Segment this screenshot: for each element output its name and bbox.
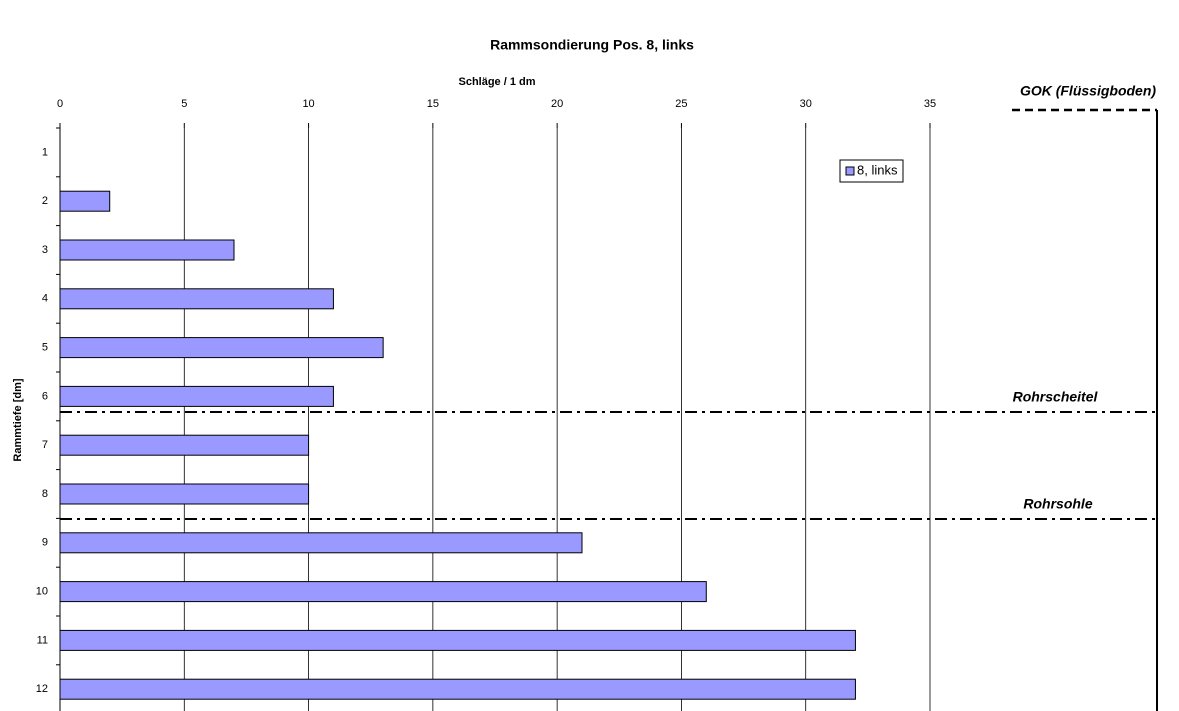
x-tick-label: 30	[800, 98, 812, 110]
y-tick-label: 7	[42, 439, 48, 451]
y-tick-label: 8	[42, 488, 48, 500]
bar	[59, 239, 235, 261]
bar	[59, 190, 111, 212]
bar	[59, 434, 310, 456]
y-tick-label: 5	[42, 342, 48, 354]
y-tick-label: 6	[42, 390, 48, 402]
legend-label: 8, links	[857, 162, 898, 177]
y-tick-label: 9	[42, 537, 48, 549]
x-tick-label: 5	[181, 98, 187, 110]
bar	[59, 385, 334, 407]
bar	[59, 581, 707, 603]
chart-title: Rammsondierung Pos. 8, links	[490, 37, 694, 53]
y-tick-label: 12	[36, 683, 48, 695]
y-tick-label: 3	[42, 244, 48, 256]
annotation: GOK (Flüssigboden)	[1020, 83, 1156, 99]
x-axis-label: Schläge / 1 dm	[458, 76, 535, 88]
x-tick-label: 0	[57, 98, 63, 110]
bar	[59, 532, 583, 554]
legend-box	[839, 159, 904, 183]
bar	[59, 678, 856, 700]
legend-swatch	[845, 166, 855, 176]
y-tick-label: 1	[42, 146, 48, 158]
y-tick-label: 11	[37, 634, 48, 646]
x-tick-label: 35	[924, 98, 936, 110]
bar	[59, 288, 334, 310]
y-tick-label: 2	[42, 195, 48, 207]
x-tick-label: 10	[302, 98, 314, 110]
x-tick-label: 20	[551, 98, 563, 110]
y-tick-label: 10	[36, 586, 48, 598]
y-tick-label: 4	[42, 293, 48, 305]
bar	[59, 629, 856, 651]
annotation: Rohrscheitel	[1013, 389, 1099, 405]
x-tick-label: 15	[427, 98, 439, 110]
x-tick-label: 25	[675, 98, 687, 110]
annotation: Rohrsohle	[1023, 496, 1092, 512]
bar	[59, 483, 310, 505]
bar	[59, 337, 384, 359]
y-axis-label: Rammtiefe [dm]	[12, 378, 24, 461]
